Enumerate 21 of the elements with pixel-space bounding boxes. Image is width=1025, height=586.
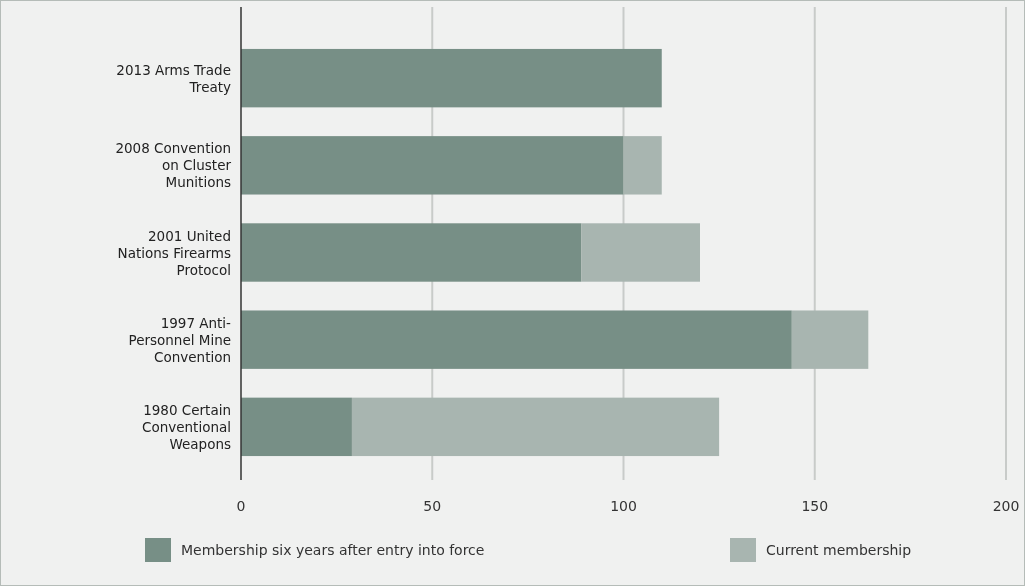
x-tick-label: 0 bbox=[236, 498, 246, 514]
x-tick-label: 150 bbox=[801, 498, 829, 514]
legend-label: Membership six years after entry into force bbox=[181, 542, 485, 558]
x-tick-label: 100 bbox=[610, 498, 637, 514]
bar bbox=[241, 48, 662, 108]
x-tick-label: 50 bbox=[423, 498, 442, 514]
bar bbox=[241, 310, 792, 369]
y-tick-label: 1980 Certain Conventional Weapons bbox=[142, 401, 231, 452]
bar bbox=[581, 223, 700, 282]
y-tick-label: 2013 Arms Trade Treaty bbox=[116, 61, 231, 95]
bar bbox=[791, 310, 869, 369]
bar bbox=[241, 223, 582, 282]
bar bbox=[241, 136, 624, 195]
bar bbox=[241, 397, 352, 457]
bar bbox=[623, 136, 662, 195]
y-tick-label: 2008 Convention on Cluster Munitions bbox=[115, 140, 232, 191]
y-tick-label: 1997 Anti-Personnel Mine Convention bbox=[128, 314, 232, 365]
legend-label: Current membership bbox=[766, 542, 912, 558]
y-tick-label: 2001 United Nations Firearms Protocol bbox=[117, 227, 231, 278]
bar bbox=[351, 397, 720, 457]
x-tick-label: 200 bbox=[992, 498, 1020, 514]
